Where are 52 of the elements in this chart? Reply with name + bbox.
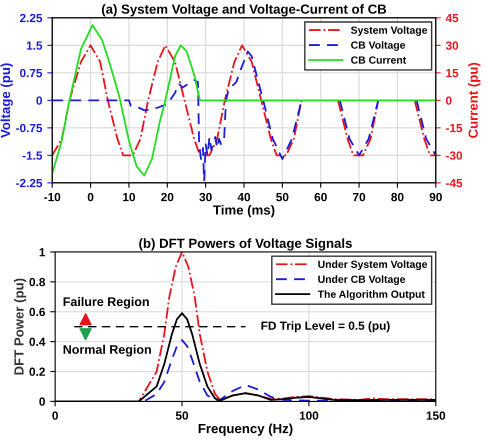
y2-tick-label: 45	[446, 14, 458, 22]
legend-label: System Voltage	[350, 26, 428, 36]
x-tick-label: 150	[426, 411, 446, 420]
legend-label: CB Voltage	[351, 41, 406, 51]
y-tick-label: -1.5	[22, 152, 42, 160]
x-axis-title: Time (ms)	[213, 204, 274, 218]
y-tick-label: -2.25	[16, 178, 42, 188]
x-axis-title: Frequency (Hz)	[198, 424, 292, 436]
chart-title: (a) System Voltage and Voltage-Current of CB	[102, 4, 386, 16]
y-axis-title: DFT Power (pu)	[14, 278, 26, 375]
x-tick-label: 50	[176, 411, 188, 420]
y-tick-label: 1.5	[26, 42, 42, 50]
y-tick-label: 0.75	[20, 68, 42, 78]
y2-tick-label: 30	[446, 41, 458, 50]
y2-tick-label: 15	[446, 69, 458, 78]
y-tick-label: 0.4	[29, 338, 46, 346]
y-tick-label: 0.6	[29, 308, 45, 316]
x-tick-label: 70	[353, 192, 366, 202]
y2-tick-label: -30	[446, 151, 462, 160]
y2-tick-label: -15	[446, 124, 462, 132]
x-tick-label: 0	[52, 411, 58, 420]
y-tick-label: 2.25	[20, 14, 42, 22]
y2-axis-title: Current (pu)	[468, 62, 480, 138]
annotation: Normal Region	[64, 344, 151, 356]
y-tick-label: 0.2	[29, 368, 45, 376]
x-tick-label: 80	[391, 192, 404, 202]
y-tick-label: -0.75	[16, 124, 42, 132]
x-tick-label: 0	[88, 192, 94, 202]
x-tick-label: 10	[123, 192, 136, 202]
x-tick-label: 90	[430, 192, 442, 202]
x-tick-label: 60	[314, 192, 327, 202]
legend-label: CB Current	[351, 56, 406, 64]
y-tick-label: 1	[40, 248, 46, 256]
legend-label: Under CB Voltage	[318, 275, 406, 286]
x-tick-label: 20	[161, 192, 174, 202]
x-tick-label: 100	[300, 411, 318, 420]
ref-line-label: FD Trip Level = 0.5 (pu)	[261, 321, 390, 332]
legend-label: The Algorithm Output	[318, 290, 425, 300]
line-series	[52, 24, 436, 176]
annotation: Failure Region	[64, 296, 149, 309]
y-tick-label: 0	[36, 96, 42, 105]
x-tick-label: 40	[238, 192, 250, 202]
y2-tick-label: -45	[446, 179, 462, 188]
chart-title: (b) DFT Powers of Voltage Signals	[139, 238, 352, 251]
y-axis-title: Voltage (pu)	[0, 63, 13, 138]
x-tick-label: -10	[44, 192, 60, 202]
x-tick-label: 30	[199, 192, 212, 202]
legend-label: Under System Voltage	[318, 260, 428, 270]
y-tick-label: 0.8	[29, 278, 46, 286]
x-tick-label: 50	[276, 192, 288, 202]
y2-tick-label: 0	[446, 96, 452, 105]
y-tick-label: 0	[39, 397, 45, 406]
